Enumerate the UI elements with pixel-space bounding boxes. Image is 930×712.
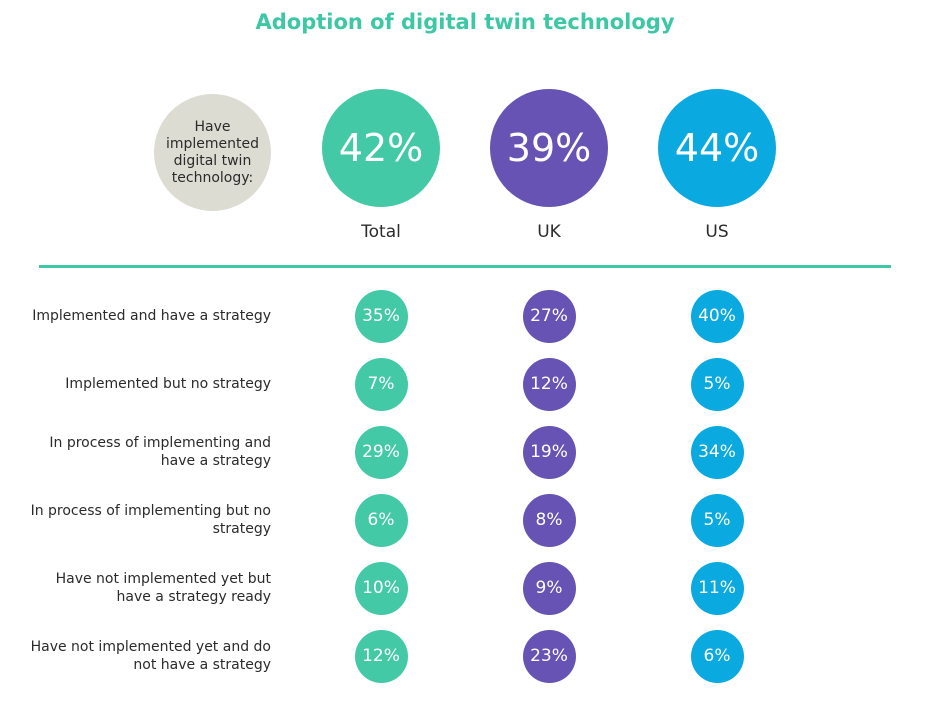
value-circle-uk: 8% [522,493,576,547]
row-label: Implemented but no strategy [65,376,271,392]
value-circle-total: 12% [354,629,408,683]
chart-title: Adoption of digital twin technology [255,10,675,34]
value-circle-uk: 23% [522,629,576,683]
value-circle-total: 7% [354,357,408,411]
value-circle-us: 34% [690,425,744,479]
headline-label-circle: Have implemented digital twin technology… [154,94,271,211]
headline-circle-us: 44% [658,89,776,207]
value-circle-uk: 27% [522,289,576,343]
row-label: Have not implemented yet and do not have… [30,639,271,673]
headline-circle-total: 42% [322,89,440,207]
value-circle-us: 6% [690,629,744,683]
row-label: Have not implemented yet but have a stra… [55,571,271,605]
value-circle-total: 6% [354,493,408,547]
column-label-total: Total [361,222,401,242]
value-circle-total: 29% [354,425,408,479]
value-circle-us: 11% [690,561,744,615]
value-circle-total: 10% [354,561,408,615]
value-circle-us: 40% [690,289,744,343]
column-label-us: US [705,222,729,242]
divider-line [39,265,891,268]
value-circle-uk: 19% [522,425,576,479]
column-label-uk: UK [537,222,561,242]
headline-label: Have implemented digital twin technology… [165,118,260,186]
value-circle-us: 5% [690,357,744,411]
value-circle-uk: 12% [522,357,576,411]
row-label: In process of implementing but no strate… [30,503,271,537]
row-label: Implemented and have a strategy [32,308,271,324]
row-label: In process of implementing and have a st… [49,435,271,469]
headline-circle-uk: 39% [490,89,608,207]
value-circle-us: 5% [690,493,744,547]
value-circle-total: 35% [354,289,408,343]
value-circle-uk: 9% [522,561,576,615]
